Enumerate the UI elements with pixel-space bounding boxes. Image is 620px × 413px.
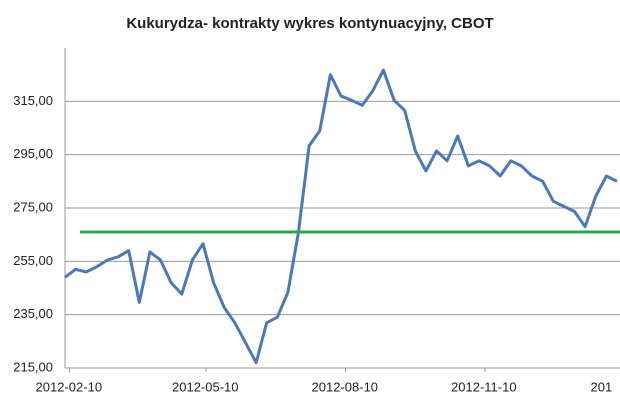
price-line	[64, 68, 618, 365]
y-tick-label: 315,00	[13, 93, 53, 108]
y-tick-label: 235,00	[13, 306, 53, 321]
x-tick-label: 201	[591, 379, 613, 394]
y-tick-label: 215,00	[13, 359, 53, 374]
y-tick-label: 275,00	[13, 199, 53, 214]
y-tick-label: 295,00	[13, 146, 53, 161]
x-tick-label: 2012-08-10	[312, 379, 379, 394]
chart-title: Kukurydza- kontrakty wykres kontynuacyjn…	[126, 15, 493, 32]
x-tick-label: 2012-11-10	[451, 379, 517, 394]
x-tick-label: 2012-05-10	[172, 379, 239, 394]
x-tick-label: 2012-02-10	[36, 379, 103, 394]
y-tick-label: 255,00	[13, 253, 53, 268]
